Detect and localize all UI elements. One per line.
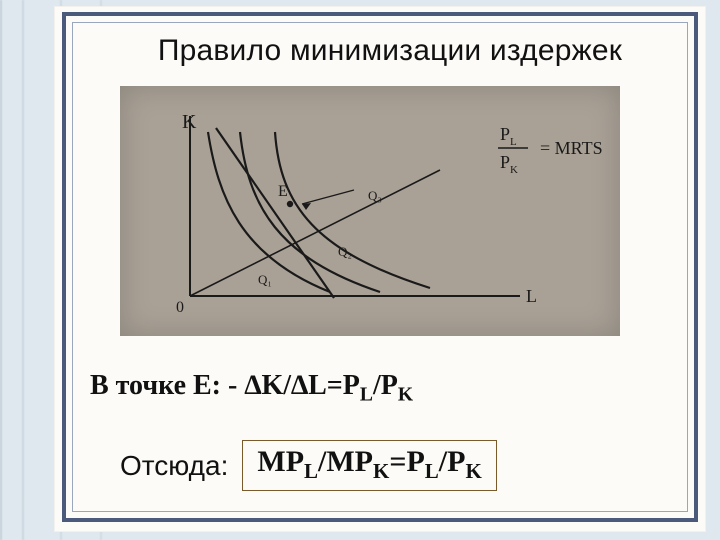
boxed-formula: MPL/MPK=PL/PK [242, 440, 496, 491]
svg-text:E: E [278, 183, 288, 200]
svg-text:Q₁: Q₁ [258, 272, 272, 287]
slide-title: Правило минимизации издержек [100, 34, 680, 68]
svg-text:L: L [526, 286, 537, 306]
hence-row: Отсюда: MPL/MPK=PL/PK [120, 440, 497, 491]
svg-text:PL: PL [500, 124, 517, 148]
svg-text:Q₃: Q₃ [368, 188, 382, 203]
svg-text:K: K [182, 111, 197, 133]
svg-text:Q₂: Q₂ [338, 244, 352, 259]
graph-svg: K 0 L E Q₁ Q₂ Q₃ PL PK = MRTS [120, 86, 620, 336]
svg-text:= MRTS: = MRTS [540, 138, 603, 158]
svg-text:0: 0 [176, 299, 184, 316]
equation-text: В точке Е: - ∆K/∆L=PL/PK [90, 370, 680, 407]
hence-label: Отсюда: [120, 450, 228, 482]
slide-page: Правило минимизации издержек K 0 L E Q₁ Q₂ Q₃ P… [0, 0, 720, 540]
svg-text:PK: PK [500, 152, 518, 176]
cost-minimization-graph: K 0 L E Q₁ Q₂ Q₃ PL PK = MRTS [120, 86, 620, 336]
